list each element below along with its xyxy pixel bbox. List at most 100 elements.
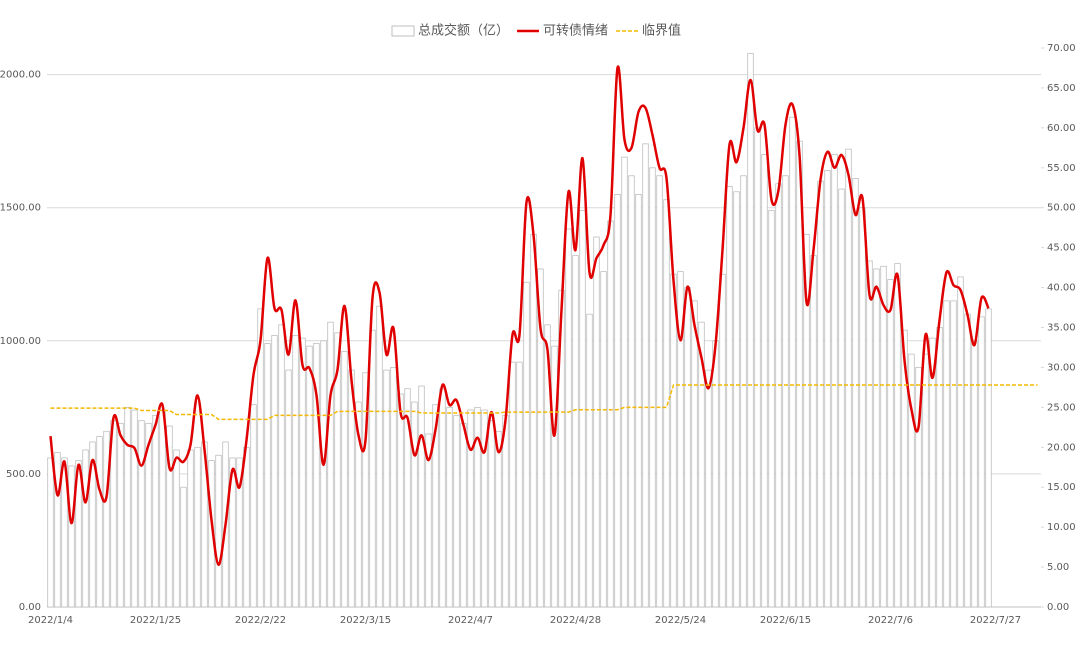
bar (964, 313, 971, 608)
bar (194, 446, 201, 608)
x-tick-label: 2022/4/7 (448, 615, 493, 626)
bar (453, 414, 460, 608)
bar (593, 236, 600, 608)
bar (376, 305, 383, 608)
bar (754, 127, 761, 608)
bar (173, 449, 180, 608)
bar (530, 233, 537, 608)
bar (145, 422, 152, 608)
bar (656, 175, 663, 608)
bar (285, 369, 292, 608)
y2-tick-label: 20.00 (1047, 442, 1076, 453)
bar (425, 433, 432, 608)
bar (243, 446, 250, 608)
bar (579, 209, 586, 608)
y-tick-label: 1500.00 (0, 203, 41, 214)
bar (761, 154, 768, 608)
legend-text: 临界值 (642, 23, 681, 39)
bar (166, 425, 173, 608)
bar (502, 414, 509, 608)
bar (117, 422, 124, 608)
bar (61, 457, 68, 608)
bar (768, 209, 775, 608)
bar (691, 300, 698, 608)
bar (873, 268, 880, 608)
bar (271, 335, 278, 608)
y2-tick-label: 0.00 (1047, 602, 1069, 613)
x-tick-label: 2022/2/22 (235, 615, 286, 626)
legend-text: 总成交额（亿） (418, 23, 509, 39)
y2-tick-label: 60.00 (1047, 123, 1076, 134)
bar (985, 308, 992, 608)
bar (334, 332, 341, 608)
y2-tick-label: 5.00 (1047, 562, 1069, 573)
y2-tick-label: 65.00 (1047, 83, 1076, 94)
bar (418, 385, 425, 608)
bar (278, 324, 285, 608)
bar (306, 345, 313, 608)
y-tick-label: 1000.00 (0, 336, 41, 347)
bar (47, 457, 54, 608)
bar (215, 454, 222, 608)
bar (572, 255, 579, 608)
bar (936, 327, 943, 608)
bar (831, 154, 838, 608)
bar (614, 194, 621, 608)
bar (488, 420, 495, 608)
bar (96, 436, 103, 608)
bar (782, 175, 789, 608)
line (49, 65, 990, 566)
bar (586, 313, 593, 608)
legend-text: 可转债情绪 (543, 24, 608, 39)
y2-tick-label: 40.00 (1047, 283, 1076, 294)
bar (712, 340, 719, 608)
bar (404, 388, 411, 608)
bar (103, 430, 110, 608)
x-tick-label: 2022/3/15 (340, 615, 391, 626)
bar (467, 409, 474, 608)
x-tick-label: 2022/5/24 (655, 615, 706, 626)
bar (663, 199, 670, 608)
bar (327, 321, 334, 608)
bar (894, 263, 901, 608)
bar (292, 335, 299, 608)
bar (747, 52, 754, 608)
bar (397, 393, 404, 608)
bar (432, 404, 439, 608)
y2-tick-label: 45.00 (1047, 243, 1076, 254)
bar (236, 457, 243, 608)
bar (523, 281, 530, 608)
x-tick-label: 2022/1/4 (28, 615, 73, 626)
bar (355, 401, 362, 608)
x-tick-label: 2022/7/27 (970, 615, 1021, 626)
bar (54, 452, 61, 608)
y2-tick-label: 55.00 (1047, 163, 1076, 174)
bar (887, 279, 894, 608)
bar (180, 486, 187, 608)
y2-tick-label: 15.00 (1047, 482, 1076, 493)
bar (957, 276, 964, 608)
line (50, 384, 1038, 421)
bar (943, 300, 950, 608)
bar (775, 183, 782, 608)
bar (740, 175, 747, 608)
y2-tick-label: 50.00 (1047, 203, 1076, 214)
bar (495, 430, 502, 608)
bar (187, 449, 194, 608)
bar (481, 409, 488, 608)
legend-swatch (391, 25, 415, 37)
bar (733, 191, 740, 608)
bar (621, 156, 628, 608)
bar (635, 194, 642, 608)
bar (369, 329, 376, 608)
bar (705, 369, 712, 608)
bar (159, 409, 166, 608)
bar (320, 340, 327, 608)
x-tick-label: 2022/6/15 (760, 615, 811, 626)
bar (677, 271, 684, 608)
bar (446, 406, 453, 608)
bar (565, 228, 572, 608)
bar (341, 351, 348, 608)
y2-tick-label: 70.00 (1047, 43, 1076, 54)
